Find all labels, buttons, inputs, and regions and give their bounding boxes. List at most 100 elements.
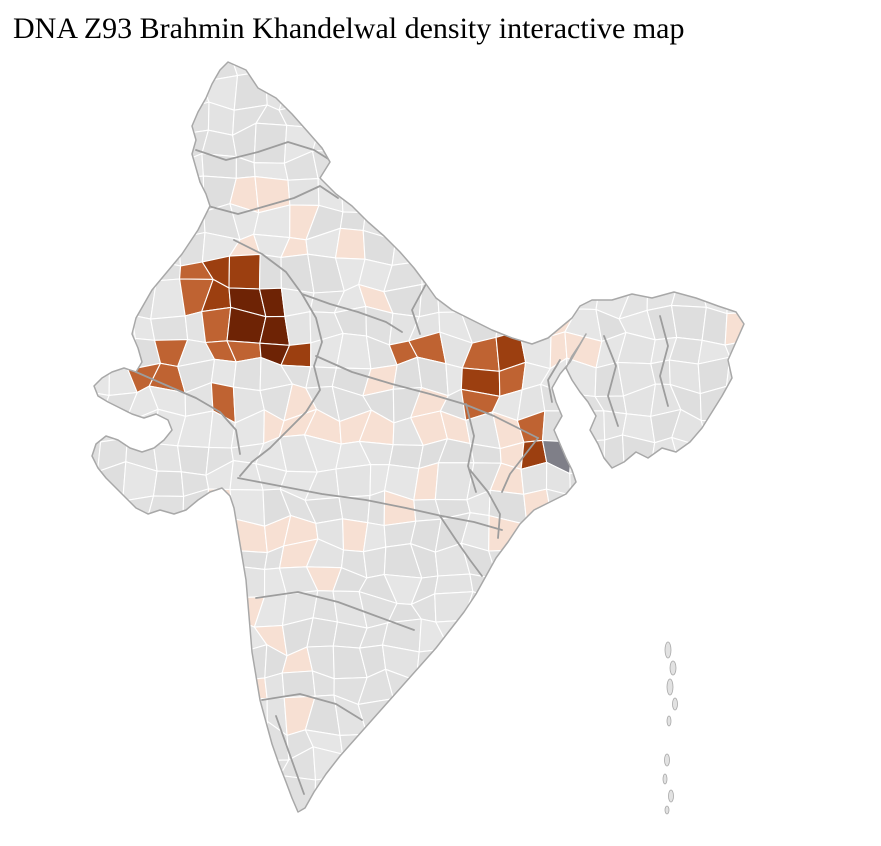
district-cell[interactable] xyxy=(776,25,805,49)
andaman-island[interactable] xyxy=(664,641,672,659)
district-cell[interactable] xyxy=(129,259,160,284)
district-cell[interactable] xyxy=(753,622,785,657)
district-cell[interactable] xyxy=(492,643,528,679)
district-cell[interactable] xyxy=(74,78,111,112)
district-cell[interactable] xyxy=(25,420,54,440)
district-cell[interactable] xyxy=(77,109,111,138)
district-cell[interactable] xyxy=(156,826,182,846)
district-cell[interactable] xyxy=(48,499,74,523)
district-cell[interactable] xyxy=(464,255,502,290)
district-cell[interactable] xyxy=(834,706,863,734)
district-cell[interactable] xyxy=(360,45,393,75)
district-cell[interactable] xyxy=(408,176,436,216)
district-cell[interactable] xyxy=(862,696,879,734)
district-cell[interactable] xyxy=(751,29,785,59)
district-cell[interactable] xyxy=(461,202,502,234)
district-cell[interactable] xyxy=(799,280,839,316)
district-cell[interactable] xyxy=(541,410,575,443)
district-cell[interactable] xyxy=(802,776,827,808)
district-cell[interactable] xyxy=(803,175,839,213)
district-cell[interactable] xyxy=(855,489,881,526)
district-cell[interactable] xyxy=(725,828,752,846)
district-cell[interactable] xyxy=(835,0,862,26)
district-cell[interactable] xyxy=(460,281,502,313)
district-cell[interactable] xyxy=(232,356,262,392)
district-cell[interactable] xyxy=(309,46,346,85)
district-cell[interactable] xyxy=(49,697,81,735)
district-cell[interactable] xyxy=(522,524,554,551)
district-cell[interactable] xyxy=(545,488,572,526)
district-cell[interactable] xyxy=(384,49,417,77)
district-cell[interactable] xyxy=(853,805,881,840)
district-cell[interactable] xyxy=(753,311,778,338)
district-cell[interactable] xyxy=(596,492,623,525)
district-cell[interactable] xyxy=(0,260,21,288)
district-cell[interactable] xyxy=(668,73,708,105)
district-cell[interactable] xyxy=(77,618,100,654)
district-cell[interactable] xyxy=(775,808,811,825)
district-cell[interactable] xyxy=(515,256,546,292)
district-cell[interactable] xyxy=(516,102,554,137)
district-cell[interactable] xyxy=(125,573,157,601)
district-cell[interactable] xyxy=(83,416,102,443)
district-cell[interactable] xyxy=(647,786,683,810)
district-cell[interactable] xyxy=(827,98,862,127)
district-cell[interactable] xyxy=(4,149,28,190)
district-cell[interactable] xyxy=(722,772,756,802)
district-cell[interactable] xyxy=(175,522,214,553)
district-cell[interactable] xyxy=(98,259,135,291)
district-cell[interactable] xyxy=(830,828,853,846)
district-cell[interactable] xyxy=(127,512,157,543)
district-cell[interactable] xyxy=(592,182,632,214)
district-cell[interactable] xyxy=(802,100,831,126)
district-cell[interactable] xyxy=(74,135,107,159)
district-cell[interactable] xyxy=(384,127,424,158)
district-cell[interactable] xyxy=(408,152,450,179)
district-cell[interactable] xyxy=(546,176,576,215)
district-cell[interactable] xyxy=(98,235,131,268)
district-cell[interactable] xyxy=(357,105,386,137)
district-cell[interactable] xyxy=(19,260,57,294)
district-cell[interactable] xyxy=(289,828,313,846)
district-cell[interactable] xyxy=(103,569,133,601)
district-cell[interactable] xyxy=(148,73,189,109)
district-cell[interactable] xyxy=(465,779,497,811)
district-cell[interactable] xyxy=(754,695,783,727)
district-cell[interactable] xyxy=(618,756,655,788)
district-cell[interactable] xyxy=(442,726,469,759)
district-cell[interactable] xyxy=(434,156,467,186)
district-cell[interactable] xyxy=(861,566,881,605)
district-cell[interactable] xyxy=(619,802,656,832)
district-cell[interactable] xyxy=(229,677,268,701)
district-cell[interactable] xyxy=(234,550,268,570)
district-cell[interactable] xyxy=(828,618,865,652)
district-cell[interactable] xyxy=(181,46,210,83)
district-cell[interactable] xyxy=(490,595,525,627)
district-cell[interactable] xyxy=(392,835,420,846)
andaman-island[interactable] xyxy=(664,753,670,767)
district-cell[interactable] xyxy=(670,304,707,341)
district-cell[interactable] xyxy=(671,180,705,210)
district-cell[interactable] xyxy=(802,336,839,370)
district-cell[interactable] xyxy=(0,799,28,834)
district-cell[interactable] xyxy=(545,122,572,163)
district-cell[interactable] xyxy=(415,126,450,158)
district-cell[interactable] xyxy=(177,829,212,846)
district-cell[interactable] xyxy=(46,288,84,308)
district-cell[interactable] xyxy=(618,731,652,760)
district-cell[interactable] xyxy=(620,158,654,186)
district-cell[interactable] xyxy=(775,126,806,161)
district-cell[interactable] xyxy=(644,469,683,501)
district-cell[interactable] xyxy=(48,46,74,79)
district-cell[interactable] xyxy=(487,135,524,159)
district-cell[interactable] xyxy=(5,388,30,420)
district-cell[interactable] xyxy=(515,698,545,734)
district-cell[interactable] xyxy=(97,800,138,838)
district-cell[interactable] xyxy=(439,126,475,160)
district-cell[interactable] xyxy=(46,257,84,294)
district-cell[interactable] xyxy=(29,467,56,500)
district-cell[interactable] xyxy=(750,723,786,758)
district-cell[interactable] xyxy=(411,98,444,129)
district-cell[interactable] xyxy=(725,23,752,58)
district-cell[interactable] xyxy=(699,235,736,261)
